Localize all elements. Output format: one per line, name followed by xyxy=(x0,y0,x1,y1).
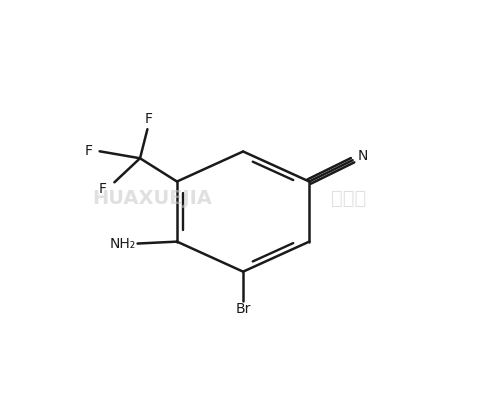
Text: F: F xyxy=(85,143,93,158)
Text: NH₂: NH₂ xyxy=(110,237,136,251)
Text: N: N xyxy=(357,149,368,163)
Text: HUAXUEJIA: HUAXUEJIA xyxy=(92,188,212,208)
Text: 化学加: 化学加 xyxy=(331,188,367,208)
Text: F: F xyxy=(144,112,152,126)
Text: Br: Br xyxy=(235,302,251,316)
Text: F: F xyxy=(99,182,107,196)
